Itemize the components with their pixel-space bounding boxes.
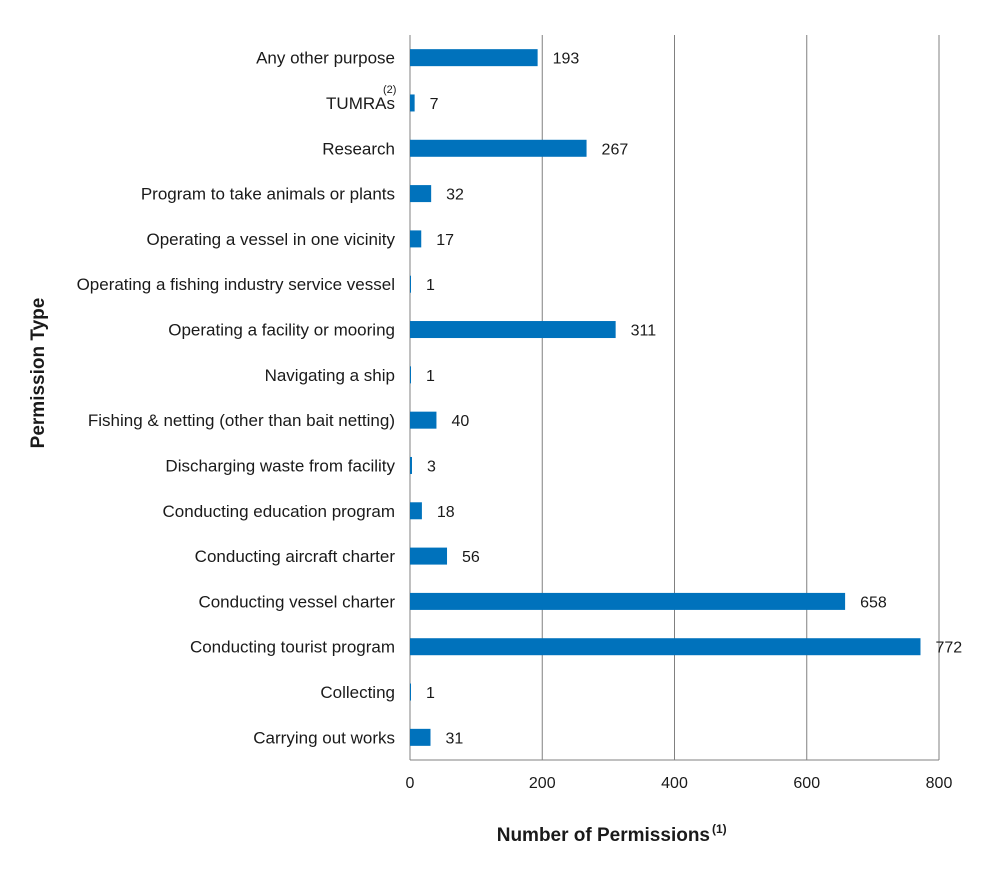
data-label: 18 bbox=[437, 504, 455, 521]
bar bbox=[410, 230, 422, 248]
bar bbox=[410, 49, 538, 67]
bar bbox=[410, 185, 432, 203]
bar bbox=[410, 94, 415, 112]
bars bbox=[410, 49, 921, 746]
x-axis-title-note: (1) bbox=[712, 822, 727, 836]
category-label: Discharging waste from facility bbox=[165, 456, 395, 475]
bar bbox=[410, 366, 411, 384]
bar bbox=[410, 456, 412, 474]
category-label: Conducting aircraft charter bbox=[195, 547, 396, 566]
category-label: Research bbox=[322, 139, 395, 158]
category-label: Conducting tourist program bbox=[190, 638, 395, 657]
data-label: 772 bbox=[935, 640, 962, 657]
category-label: Any other purpose bbox=[256, 49, 395, 68]
bar bbox=[410, 592, 846, 610]
category-label: Conducting education program bbox=[163, 502, 395, 521]
category-label: Conducting vessel charter bbox=[198, 592, 395, 611]
data-label: 7 bbox=[430, 96, 439, 113]
category-label: Navigating a ship bbox=[265, 366, 395, 385]
category-label-note: (2) bbox=[383, 84, 396, 96]
data-label: 31 bbox=[445, 730, 463, 747]
bar bbox=[410, 728, 431, 746]
x-tick-label: 400 bbox=[661, 775, 688, 792]
x-tick-label: 800 bbox=[926, 775, 953, 792]
category-label: Program to take animals or plants bbox=[141, 185, 395, 204]
value-labels: 193 7 267 32 17 1 311 1 40 3 18 56 658 772 1 31 bbox=[426, 51, 962, 748]
category-label: Operating a facility or mooring bbox=[168, 321, 395, 340]
bar bbox=[410, 275, 411, 293]
x-tick-label: 600 bbox=[793, 775, 820, 792]
category-label: Fishing & netting (other than bait netti… bbox=[88, 411, 395, 430]
data-label: 56 bbox=[462, 549, 480, 566]
x-tick-label: 0 bbox=[406, 775, 415, 792]
category-label: Operating a fishing industry service ves… bbox=[77, 275, 395, 294]
bar bbox=[410, 321, 616, 339]
category-label: Operating a vessel in one vicinity bbox=[146, 230, 395, 249]
data-label: 1 bbox=[426, 277, 435, 294]
bar bbox=[410, 411, 437, 429]
x-tick-labels: 0 200 400 600 800 bbox=[406, 775, 953, 792]
bar bbox=[410, 139, 587, 157]
bar bbox=[410, 683, 411, 701]
x-axis-title: Number of Permissions bbox=[497, 825, 710, 846]
category-labels: Any other purpose TUMRAs(2) Research Progra… bbox=[77, 49, 397, 748]
bar bbox=[410, 547, 448, 565]
y-axis-title: Permission Type bbox=[28, 298, 49, 449]
category-label: Carrying out works bbox=[253, 728, 395, 747]
data-label: 32 bbox=[446, 187, 464, 204]
data-label: 1 bbox=[426, 685, 435, 702]
data-label: 658 bbox=[860, 594, 887, 611]
x-tick-label: 200 bbox=[529, 775, 556, 792]
bar bbox=[410, 638, 921, 656]
data-label: 17 bbox=[436, 232, 454, 249]
category-label: Collecting bbox=[320, 683, 395, 702]
data-label: 1 bbox=[426, 368, 435, 385]
category-label: TUMRAs bbox=[326, 94, 395, 113]
data-label: 193 bbox=[553, 51, 580, 68]
data-label: 267 bbox=[602, 141, 629, 158]
data-label: 40 bbox=[451, 413, 469, 430]
data-label: 3 bbox=[427, 458, 436, 475]
data-label: 311 bbox=[631, 323, 657, 340]
bar bbox=[410, 502, 422, 520]
